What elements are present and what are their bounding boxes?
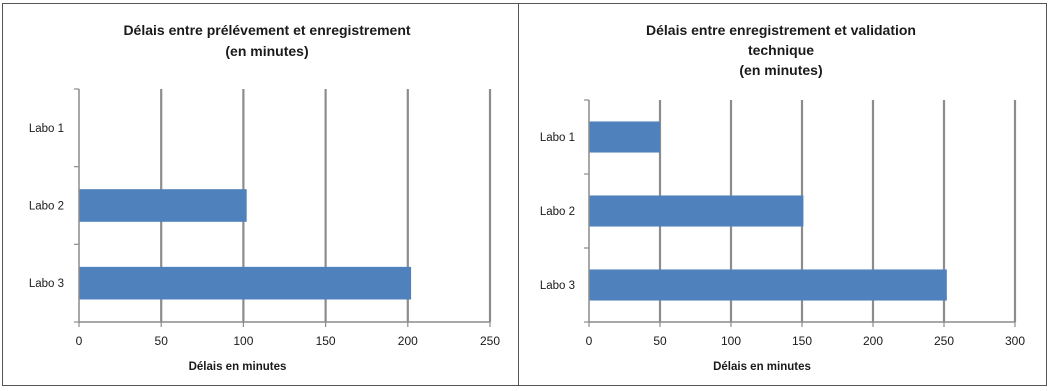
bar	[79, 266, 412, 300]
chart-panel-right: Délais entre enregistrement et validatio…	[518, 3, 1047, 386]
bar	[589, 195, 804, 227]
bar	[589, 121, 660, 153]
category-label: Labo 3	[29, 278, 64, 290]
chart-right: Délais entre enregistrement et validatio…	[540, 22, 1026, 373]
x-tick-label: 250	[480, 334, 500, 348]
x-tick-label: 100	[721, 334, 741, 348]
x-tick-label: 150	[792, 334, 812, 348]
category-label: Labo 1	[540, 132, 575, 144]
category-label: Labo 2	[540, 206, 575, 218]
chart-title-line: Délais entre prélévement et enregistreme…	[123, 22, 410, 38]
x-tick-label: 50	[155, 334, 169, 348]
chart-panel-left: Délais entre prélévement et enregistreme…	[2, 3, 519, 386]
chart-title-line: Délais entre enregistrement et validatio…	[646, 22, 916, 38]
bar	[79, 189, 247, 222]
chart-title-line: (en minutes)	[739, 62, 822, 78]
chart-title-line: (en minutes)	[225, 43, 308, 59]
x-tick-label: 200	[863, 334, 883, 348]
x-tick-label: 50	[653, 334, 667, 348]
bar	[589, 269, 947, 301]
chart-title-line: technique	[748, 42, 814, 58]
category-label: Labo 1	[29, 123, 64, 135]
category-label: Labo 2	[29, 201, 64, 213]
x-tick-label: 150	[316, 334, 336, 348]
chart-left: Délais entre prélévement et enregistreme…	[29, 22, 501, 373]
x-tick-label: 200	[398, 334, 418, 348]
x-axis-label: Délais en minutes	[189, 361, 287, 373]
x-axis-label: Délais en minutes	[713, 361, 811, 373]
category-label: Labo 3	[540, 280, 575, 292]
x-tick-label: 300	[1005, 334, 1025, 348]
x-tick-label: 0	[586, 334, 593, 348]
x-tick-label: 100	[233, 334, 253, 348]
x-tick-label: 0	[76, 334, 83, 348]
x-tick-label: 250	[934, 334, 954, 348]
